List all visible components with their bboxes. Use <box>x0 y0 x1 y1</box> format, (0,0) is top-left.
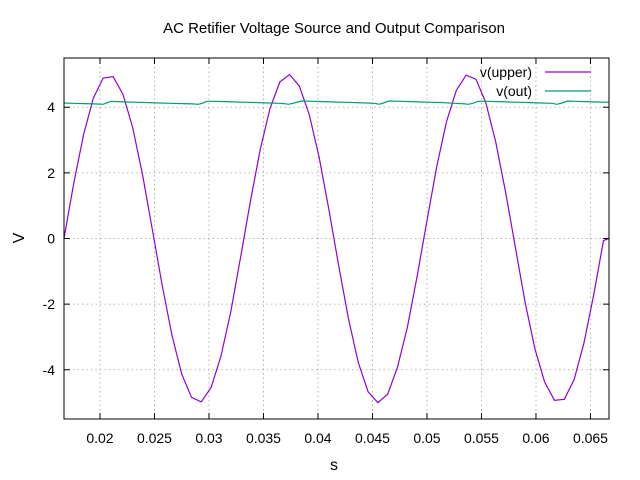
y-axis-label: V <box>11 232 28 243</box>
grid <box>64 58 609 419</box>
x-tick-label: 0.045 <box>355 430 390 446</box>
legend-label: v(upper) <box>480 64 532 80</box>
x-tick-label: 0.06 <box>522 430 549 446</box>
series-line-2 <box>63 100 610 105</box>
y-tick-label: -2 <box>43 296 56 312</box>
x-tick-label: 0.05 <box>413 430 440 446</box>
chart-title: AC Retifier Voltage Source and Output Co… <box>163 20 505 37</box>
x-tick-label: 0.055 <box>464 430 499 446</box>
y-tick-label: 2 <box>47 165 55 181</box>
legend-label: v(out) <box>496 83 532 99</box>
x-tick-label: 0.04 <box>304 430 331 446</box>
y-tick-label: 0 <box>47 231 55 247</box>
y-tick-label: 4 <box>47 99 55 115</box>
legend: v(upper) v(out) <box>480 64 591 99</box>
series-layer <box>63 73 610 404</box>
x-tick-label: 0.02 <box>86 430 113 446</box>
x-tick-label: 0.065 <box>573 430 608 446</box>
series-line-1 <box>63 73 610 404</box>
y-tick-label: -4 <box>43 362 56 378</box>
x-tick-label: 0.03 <box>195 430 222 446</box>
x-axis-label: s <box>330 457 338 474</box>
ticks: 0.02 0.025 0.03 0.035 0.04 0.045 0.05 0.055 0.06… <box>43 58 609 446</box>
x-tick-label: 0.025 <box>137 430 172 446</box>
x-tick-label: 0.035 <box>246 430 281 446</box>
